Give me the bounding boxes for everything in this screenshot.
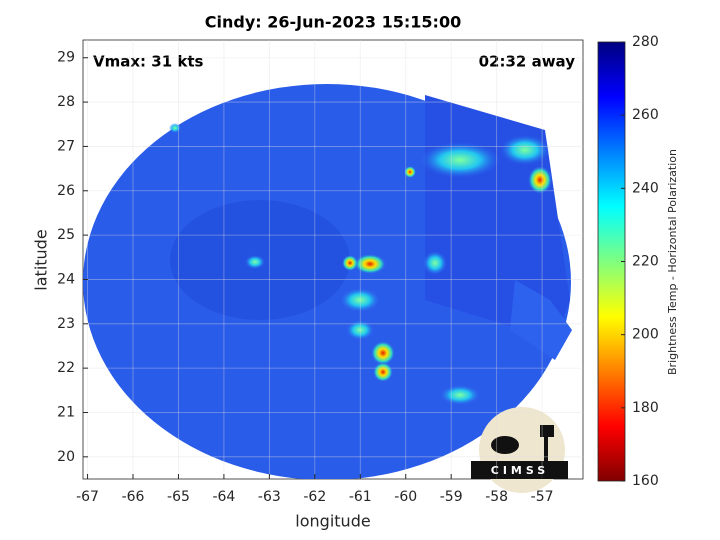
y-tick-label: 27	[57, 138, 75, 154]
y-tick-label: 20	[57, 449, 75, 465]
y-tick-label: 22	[57, 360, 75, 376]
colorbar-tick-label: 240	[632, 180, 659, 196]
y-tick-label: 29	[57, 50, 75, 66]
x-tick-label: -58	[485, 489, 508, 505]
x-tick-label: -60	[394, 489, 417, 505]
x-tick-label: -62	[303, 489, 326, 505]
colorbar-label: Brightness Temp - Horizontal Polarizatio…	[666, 149, 679, 375]
x-tick-label: -66	[122, 489, 145, 505]
x-tick-label: -61	[349, 489, 372, 505]
cimss-logo: CIMSS	[471, 407, 568, 493]
x-tick-label: -67	[76, 489, 99, 505]
colorbar-tick-label: 180	[632, 400, 659, 416]
colorbar-tick-label: 280	[632, 34, 659, 50]
x-tick-label: -59	[440, 489, 463, 505]
chart-title: Cindy: 26-Jun-2023 15:15:00	[205, 13, 461, 32]
y-tick-label: 24	[57, 271, 75, 287]
colorbar-tick-label: 160	[632, 473, 659, 489]
annotation: 02:32 away	[479, 53, 576, 71]
y-tick-label: 23	[57, 316, 75, 332]
y-tick-label: 25	[57, 227, 75, 243]
y-tick-label: 21	[57, 404, 75, 420]
colorbar-tick-label: 260	[632, 107, 659, 123]
y-tick-label: 26	[57, 183, 75, 199]
y-tick-label: 28	[57, 94, 75, 110]
x-tick-label: -64	[212, 489, 235, 505]
colorbar	[597, 41, 626, 482]
colorbar-tick-label: 220	[632, 254, 659, 270]
logo-text: CIMSS	[491, 464, 549, 477]
x-tick-label: -63	[258, 489, 281, 505]
colorbar-tick-label: 200	[632, 327, 659, 343]
x-tick-label: -57	[531, 489, 554, 505]
annotation: Vmax: 31 kts	[93, 53, 203, 71]
x-tick-label: -65	[167, 489, 190, 505]
y-axis-label: latitude	[32, 229, 51, 290]
x-axis-label: longitude	[295, 512, 370, 531]
swath-image	[83, 84, 572, 479]
